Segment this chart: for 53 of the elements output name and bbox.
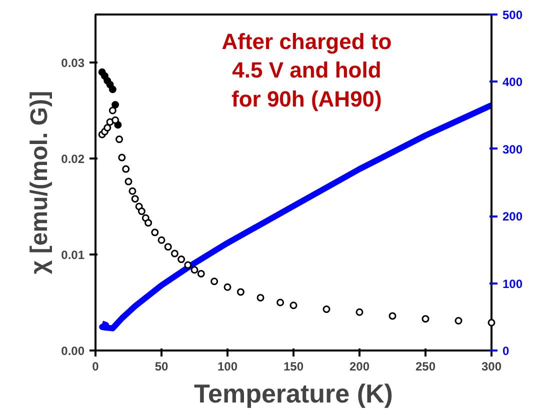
point [124, 178, 132, 186]
x-tick-label: 250 [415, 360, 436, 374]
point [144, 219, 152, 227]
y2-tick-label: 0 [502, 344, 510, 358]
point [276, 298, 284, 306]
point [112, 116, 120, 124]
point [158, 236, 166, 244]
point [197, 270, 205, 278]
point [322, 305, 330, 313]
point [122, 165, 130, 173]
y2-tick-label: 100 [502, 276, 523, 291]
x-tick-label: 0 [92, 360, 100, 374]
y-tick-label: 0.01 [61, 248, 85, 262]
annotation: After charged to 4.5 V and hold for 90h (AH90) [222, 28, 392, 112]
point [131, 195, 139, 203]
point [210, 278, 218, 286]
point [108, 106, 116, 114]
point [190, 266, 198, 274]
point [290, 302, 298, 310]
y-axis-title: χ [emu/(mol. G)] [26, 90, 54, 274]
point [170, 250, 178, 258]
point [118, 154, 126, 162]
point [104, 124, 112, 132]
point [184, 261, 192, 269]
point [108, 86, 116, 94]
y2-tick-label: 200 [502, 210, 523, 224]
point [422, 315, 430, 323]
y2-tick-label: 500 [502, 8, 523, 22]
point [116, 136, 124, 144]
point [256, 294, 264, 302]
y-tick-label: 0.00 [61, 344, 85, 358]
point [236, 288, 244, 296]
point [151, 228, 159, 236]
x-tick-label: 50 [154, 360, 168, 374]
point [224, 283, 232, 291]
y-tick-label: 0.02 [61, 152, 85, 166]
y-tick-label: 0.03 [61, 56, 85, 70]
point [488, 318, 496, 326]
point [356, 308, 364, 316]
point [454, 316, 462, 324]
point [128, 187, 136, 195]
x-tick-label: 100 [217, 360, 238, 374]
x-tick-label: 300 [481, 360, 502, 374]
x-tick-label: 200 [349, 360, 370, 374]
y2-tick-label: 300 [502, 142, 523, 156]
x-tick-label: 150 [283, 360, 304, 374]
point [164, 243, 172, 251]
point [138, 208, 146, 216]
y2-tick-label: 400 [502, 75, 523, 90]
x-axis-title: Temperature (K) [194, 378, 393, 408]
point [178, 256, 186, 264]
point [112, 100, 120, 108]
point [388, 312, 396, 320]
